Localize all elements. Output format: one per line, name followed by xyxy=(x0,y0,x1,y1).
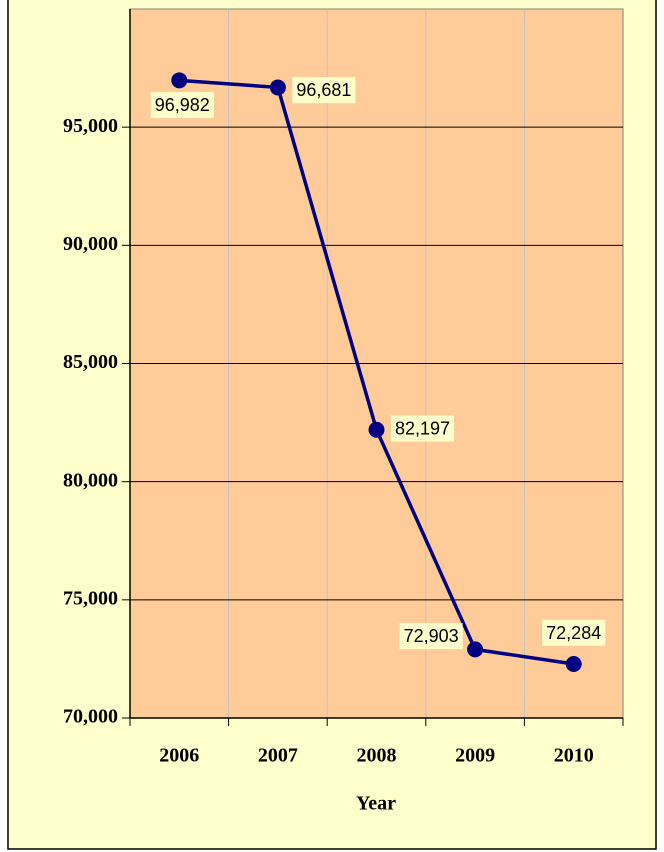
x-tick-label: 2010 xyxy=(554,745,594,767)
data-label-bg xyxy=(390,415,455,442)
data-label-bg xyxy=(399,623,463,650)
data-label: 72,903 xyxy=(404,626,459,646)
y-tick-label: 90,000 xyxy=(63,233,118,255)
y-tick-label: 80,000 xyxy=(63,469,118,491)
marker xyxy=(368,421,385,438)
y-tick-label: 70,000 xyxy=(63,706,118,728)
x-tick-label: 2007 xyxy=(258,745,298,767)
marker xyxy=(467,641,484,658)
marker xyxy=(565,656,582,673)
data-label: 82,197 xyxy=(395,418,450,438)
data-label-bg xyxy=(542,619,606,646)
data-label: 96,982 xyxy=(155,95,210,115)
x-tick-label: 2009 xyxy=(455,745,495,767)
y-tick-label: 95,000 xyxy=(63,115,118,137)
y-tick-label: 75,000 xyxy=(63,587,118,609)
x-axis-label: Year xyxy=(356,793,396,815)
x-tick-label: 2006 xyxy=(159,745,199,767)
data-label-bg xyxy=(150,92,214,119)
y-tick-label: 85,000 xyxy=(63,351,118,373)
x-tick-label: 2008 xyxy=(357,745,397,767)
data-label-bg xyxy=(292,77,356,104)
data-label: 96,681 xyxy=(296,80,351,100)
marker xyxy=(269,79,286,96)
marker xyxy=(171,72,188,89)
data-label: 72,284 xyxy=(546,623,601,643)
